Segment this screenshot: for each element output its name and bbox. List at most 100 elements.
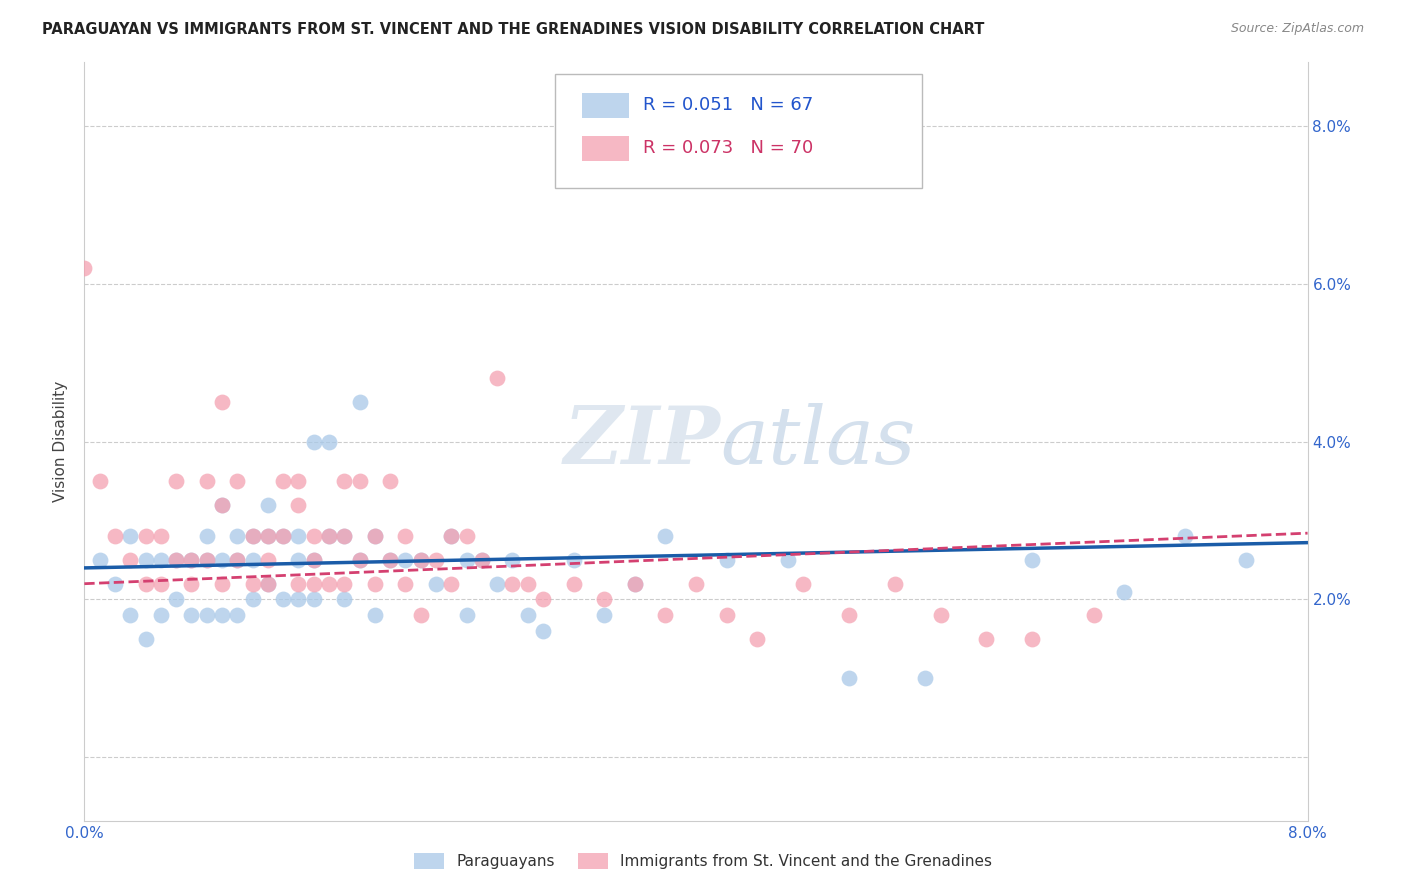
Point [271,592,294,607]
Point [195,553,218,567]
Point [195,553,218,567]
Point [838,608,860,623]
Y-axis label: Vision Disability: Vision Disability [53,381,69,502]
Point [440,529,463,543]
Point [149,553,172,567]
Point [593,592,616,607]
Point [349,395,371,409]
Point [486,371,509,385]
Point [716,553,738,567]
Point [165,592,187,607]
Point [456,553,478,567]
Point [242,553,264,567]
Point [120,529,142,543]
Point [242,576,264,591]
Point [211,576,233,591]
Text: Source: ZipAtlas.com: Source: ZipAtlas.com [1230,22,1364,36]
Point [531,592,554,607]
Point [257,576,280,591]
Point [211,553,233,567]
Point [349,474,371,488]
Point [1083,608,1105,623]
Point [104,529,127,543]
FancyBboxPatch shape [582,93,628,118]
Point [976,632,998,646]
Point [425,576,447,591]
Point [195,474,218,488]
Point [89,474,111,488]
Point [242,529,264,543]
Point [333,474,356,488]
Point [333,529,356,543]
Point [792,576,814,591]
Point [409,553,432,567]
Point [135,632,157,646]
Point [302,553,325,567]
Point [257,529,280,543]
Point [838,672,860,686]
Point [226,474,249,488]
Point [502,553,524,567]
Point [440,576,463,591]
Point [409,553,432,567]
Text: ZIP: ZIP [564,403,720,480]
Point [394,576,416,591]
Point [471,553,494,567]
Point [394,553,416,567]
Point [1174,529,1197,543]
Point [593,608,616,623]
FancyBboxPatch shape [582,136,628,161]
Point [531,624,554,639]
Point [364,576,387,591]
Point [318,434,340,449]
Point [1021,632,1043,646]
Point [211,498,233,512]
Point [211,608,233,623]
Point [287,498,309,512]
Point [165,553,187,567]
Point [257,529,280,543]
Point [257,576,280,591]
Point [287,474,309,488]
Point [257,498,280,512]
Point [226,553,249,567]
Point [654,608,676,623]
Point [271,529,294,543]
Text: atlas: atlas [720,403,915,480]
Point [747,632,769,646]
Point [287,576,309,591]
Point [364,529,387,543]
Point [929,608,952,623]
Point [776,553,799,567]
Point [120,553,142,567]
Point [257,553,280,567]
Point [1114,584,1136,599]
Point [624,576,647,591]
Point [716,608,738,623]
Point [211,395,233,409]
Point [318,529,340,543]
Legend: Paraguayans, Immigrants from St. Vincent and the Grenadines: Paraguayans, Immigrants from St. Vincent… [408,847,998,875]
Point [73,260,96,275]
Point [165,553,187,567]
Point [120,608,142,623]
Point [364,529,387,543]
Point [516,608,538,623]
Point [302,529,325,543]
Point [135,553,157,567]
Point [562,576,585,591]
Point [318,529,340,543]
Point [440,529,463,543]
Point [226,608,249,623]
Point [226,529,249,543]
Point [685,576,707,591]
Point [883,576,905,591]
Point [502,576,524,591]
Point [349,553,371,567]
Point [180,608,202,623]
Point [456,529,478,543]
Point [302,434,325,449]
Point [302,592,325,607]
Point [302,576,325,591]
Point [165,474,187,488]
